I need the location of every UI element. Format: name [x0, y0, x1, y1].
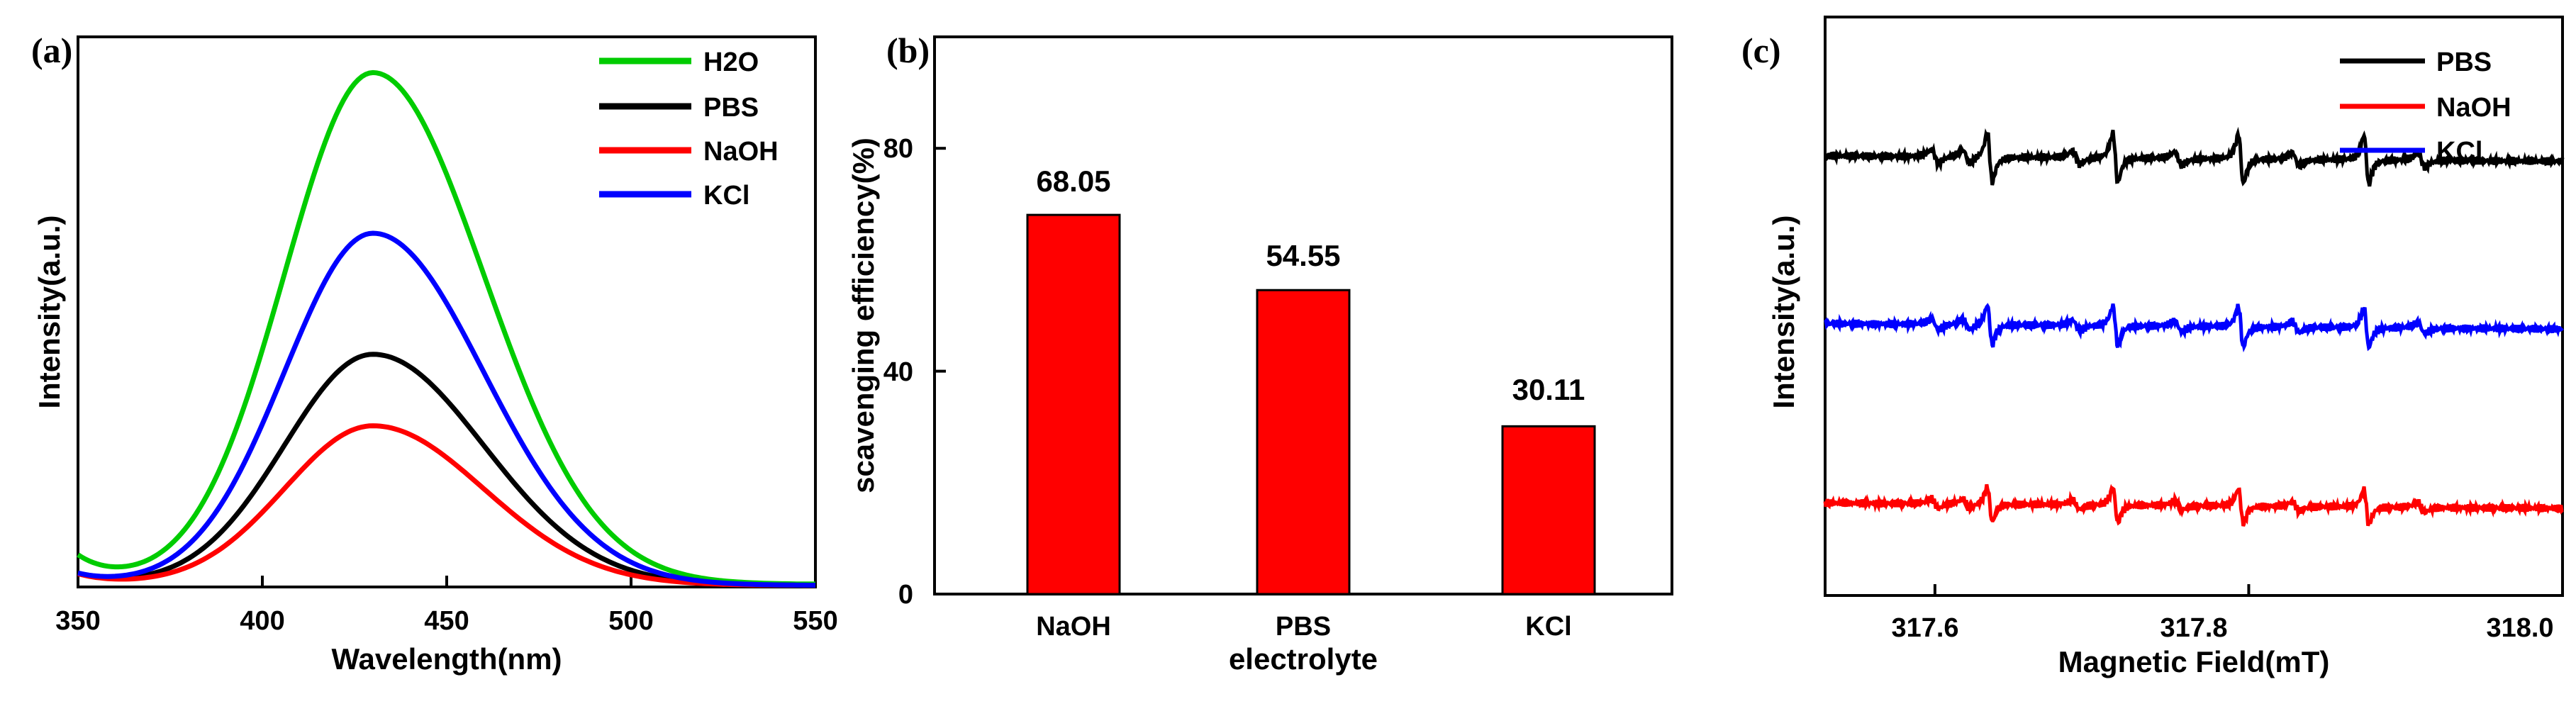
curve-naoh: [77, 423, 815, 588]
curve-pbs: [77, 352, 816, 588]
panel-b-y-tick-label: 80: [883, 134, 913, 164]
panel-b-y-tick-label: 40: [883, 357, 913, 387]
panel-a-x-tick-label: 400: [240, 606, 284, 636]
panel-c-x-tick-label: 317.6: [1891, 613, 1958, 643]
panel-a-x-tick-label: 550: [793, 606, 837, 636]
panel-b-x-axis-title: electrolyte: [1229, 642, 1378, 676]
panel-c-x-tick-label: 317.8: [2160, 613, 2227, 643]
panel-c-curves: [1823, 126, 2565, 527]
curve-h2o: [77, 69, 816, 587]
legend-label-kcl: KCl: [703, 181, 749, 211]
legend-label-naoh: NaOH: [703, 137, 779, 167]
panel-b-y-axis-title: scavenging efficiency(%): [847, 138, 880, 493]
bar-pbs: [1256, 289, 1351, 595]
legend-label-pbs: PBS: [2436, 47, 2492, 77]
panel-c-x-tick-label: 318.0: [2486, 613, 2553, 643]
panel-a-label: (a): [31, 30, 72, 70]
curve-kcl: [77, 230, 815, 588]
panel-b-x-tick-label: NaOH: [1036, 612, 1111, 642]
panel-a-x-tick-label: 450: [424, 606, 469, 636]
legend-label-kcl: KCl: [2436, 137, 2482, 167]
panel-a-x-tick-label: 500: [608, 606, 653, 636]
panel-c-esr-spectra: (c) 317.6 317.8 318.0 Magnetic Field(mT)…: [1741, 16, 2565, 678]
panel-a-legend: H2O PBS NaOH KCl: [599, 47, 779, 211]
panel-b-label: (b): [886, 30, 930, 70]
panel-c-x-axis-title: Magnetic Field(mT): [2058, 645, 2330, 678]
spectrum-kcl: [1824, 303, 2564, 353]
bar-kcl: [1501, 425, 1596, 595]
bar-value-label-naoh: 68.05: [1036, 164, 1110, 198]
bar-value-label-pbs: 54.55: [1266, 239, 1340, 272]
panel-b-scavenging-efficiency: (b) 0 40 80 NaOH PBS KCl 68.05 54.55 30.…: [847, 30, 1673, 676]
legend-label-h2o: H2O: [703, 47, 759, 77]
panel-b-bars: [1026, 213, 1596, 595]
panel-c-x-ticks: [1933, 584, 2564, 595]
panel-a-fluorescence-spectra: (a) 350 400 450 500 550 Wavelength(nm) I…: [31, 30, 838, 676]
bar-naoh: [1026, 213, 1121, 595]
panel-a-curves: [77, 69, 816, 588]
panel-b-x-tick-label: PBS: [1276, 612, 1331, 642]
spectrum-naoh: [1823, 483, 2564, 527]
panel-b-y-tick-label: 0: [898, 580, 913, 610]
panel-a-x-tick-label: 350: [55, 606, 100, 636]
legend-label-pbs: PBS: [703, 93, 759, 123]
panel-b-x-tick-label: KCl: [1525, 612, 1571, 642]
panel-c-legend: PBS NaOH KCl: [2340, 47, 2511, 167]
panel-c-plot-frame: [1824, 16, 2564, 597]
spectrum-pbs: [1824, 126, 2565, 187]
panel-c-label: (c): [1741, 30, 1781, 70]
bar-value-label-kcl: 30.11: [1512, 373, 1585, 406]
panel-a-y-axis-title: Intensity(a.u.): [33, 215, 66, 408]
legend-label-naoh: NaOH: [2436, 93, 2511, 123]
panel-c-y-axis-title: Intensity(a.u.): [1767, 215, 1800, 408]
panel-a-x-axis-title: Wavelength(nm): [331, 642, 562, 676]
